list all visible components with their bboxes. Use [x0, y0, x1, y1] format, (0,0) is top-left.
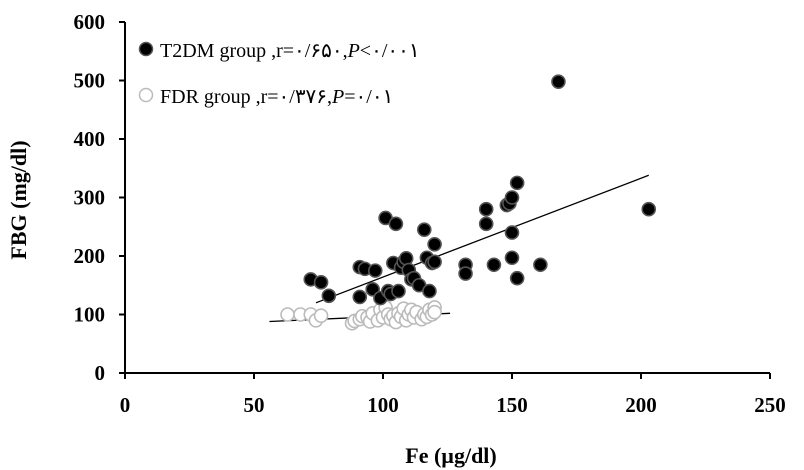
axes — [119, 21, 771, 379]
data-point-t2dm — [641, 201, 657, 217]
data-point-t2dm — [391, 283, 406, 299]
data-point-t2dm — [509, 175, 525, 191]
legend-p-symbol-t2dm: P — [347, 40, 360, 62]
data-point-t2dm — [486, 257, 502, 273]
legend-marker-t2dm — [138, 41, 154, 57]
legend-p-symbol-fdr: P — [331, 86, 344, 108]
data-point-t2dm — [533, 257, 548, 273]
y-tick-label: 100 — [74, 303, 106, 327]
y-tick-labels: 0 100 200 300 400 500 600 — [74, 10, 106, 385]
legend-stats-fdr: ,r=۰/۳۷۶, — [256, 86, 332, 108]
data-point-fdr — [427, 304, 442, 320]
legend-marker-fdr — [138, 87, 154, 103]
data-point-t2dm — [427, 254, 442, 270]
x-tick-label: 250 — [754, 393, 786, 417]
y-tick-label: 600 — [74, 10, 106, 34]
legend-p-value-t2dm: <۰/۰۰۱ — [360, 40, 420, 62]
data-point-t2dm — [388, 216, 404, 232]
x-tick-label: 100 — [367, 393, 399, 417]
y-tick-label: 400 — [74, 127, 106, 151]
data-point-fdr — [313, 308, 329, 323]
legend-label-fdr: FDR group — [160, 86, 251, 108]
data-point-t2dm — [478, 216, 494, 232]
data-point-t2dm — [367, 263, 383, 278]
trendline-t2dm — [315, 174, 649, 304]
legend-entry-fdr: FDR group ,r=۰/۳۷۶,P=۰/۰۱ — [160, 86, 393, 108]
data-point-t2dm — [509, 270, 525, 286]
data-point-t2dm — [313, 275, 329, 290]
y-tick-label: 200 — [74, 244, 106, 268]
data-point-t2dm — [352, 289, 368, 305]
data-point-t2dm — [427, 237, 442, 252]
data-point-t2dm — [478, 201, 494, 217]
points-layer — [280, 74, 657, 331]
data-point-t2dm — [398, 251, 414, 266]
legend-stats-t2dm: ,r=۰/۶۵۰, — [271, 40, 347, 62]
data-point-t2dm — [458, 266, 473, 281]
legend-label-t2dm: T2DM group — [160, 40, 266, 62]
x-axis-title: Fe (µg/dl) — [405, 443, 497, 468]
x-tick-label: 0 — [120, 393, 131, 417]
y-tick-label: 500 — [74, 69, 106, 93]
data-point-t2dm — [416, 222, 432, 237]
data-point-t2dm — [551, 74, 566, 89]
x-tick-label: 150 — [496, 393, 528, 417]
y-tick-label: 0 — [95, 361, 106, 385]
legend-p-value-fdr: =۰/۰۱ — [344, 86, 393, 108]
data-point-t2dm — [321, 288, 337, 304]
data-point-t2dm — [422, 283, 437, 299]
x-tick-label: 200 — [625, 393, 657, 417]
legend: T2DM group ,r=۰/۶۵۰,P<۰/۰۰۱ FDR group ,r… — [138, 40, 420, 108]
data-point-t2dm — [504, 250, 520, 266]
x-tick-labels: 0 50 100 150 200 250 — [120, 393, 786, 417]
y-tick-label: 300 — [74, 186, 106, 210]
data-point-t2dm — [504, 190, 520, 205]
data-point-t2dm — [504, 225, 520, 240]
y-axis-title: FBG (mg/dl) — [6, 140, 31, 259]
legend-entry-t2dm: T2DM group ,r=۰/۶۵۰,P<۰/۰۰۱ — [160, 40, 420, 62]
x-tick-label: 50 — [244, 393, 265, 417]
data-point-fdr — [280, 307, 295, 322]
